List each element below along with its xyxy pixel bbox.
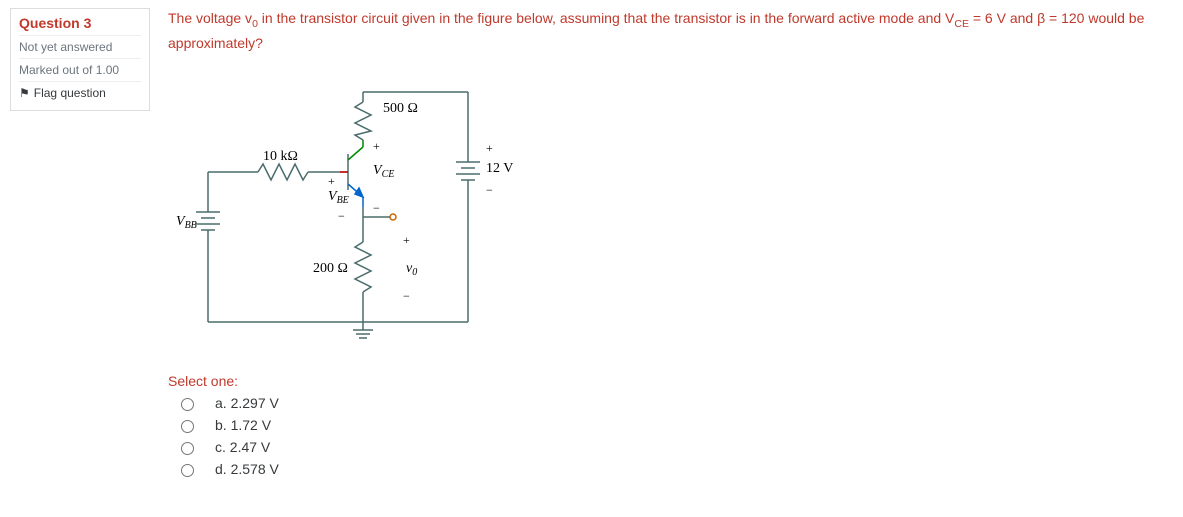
- question-title: Question 3: [19, 15, 141, 31]
- answer-label: d. 2.578 V: [215, 461, 279, 477]
- select-one-label: Select one:: [168, 373, 1173, 389]
- svg-text:+: +: [403, 233, 410, 247]
- answer-label: a. 2.297 V: [215, 395, 279, 411]
- svg-text:+: +: [486, 141, 493, 155]
- answer-radio-d[interactable]: [181, 464, 194, 477]
- answer-label: b. 1.72 V: [215, 417, 271, 433]
- vbb-label: VBB: [176, 214, 197, 231]
- answer-option[interactable]: a. 2.297 V: [176, 395, 1173, 411]
- answer-list: a. 2.297 V b. 1.72 V c. 2.47 V d. 2.578 …: [168, 395, 1173, 477]
- question-info-block: Question 3 Not yet answered Marked out o…: [10, 8, 150, 477]
- answer-option[interactable]: d. 2.578 V: [176, 461, 1173, 477]
- r1-label: 10 kΩ: [263, 149, 298, 164]
- svg-text:−: −: [373, 201, 380, 215]
- svg-text:−: −: [403, 289, 410, 303]
- svg-text:+: +: [328, 174, 335, 188]
- svg-text:+: +: [373, 139, 380, 153]
- vce-label: VCE: [373, 163, 394, 180]
- question-state: Not yet answered: [19, 35, 141, 58]
- vsrc-label: 12 V: [486, 161, 513, 176]
- answer-label: c. 2.47 V: [215, 439, 270, 455]
- answer-radio-a[interactable]: [181, 398, 194, 411]
- vbe-label: VBE: [328, 189, 349, 206]
- answer-option[interactable]: c. 2.47 V: [176, 439, 1173, 455]
- question-mark: Marked out of 1.00: [19, 58, 141, 81]
- answer-radio-c[interactable]: [181, 442, 194, 455]
- answer-option[interactable]: b. 1.72 V: [176, 417, 1173, 433]
- flag-icon: ⚑: [19, 86, 30, 100]
- svg-text:−: −: [486, 183, 493, 197]
- r2-label: 500 Ω: [383, 101, 418, 116]
- vo-label: v0: [406, 261, 417, 278]
- r3-label: 200 Ω: [313, 261, 348, 276]
- question-text: The voltage v0 in the transistor circuit…: [168, 8, 1173, 54]
- answer-radio-b[interactable]: [181, 420, 194, 433]
- circuit-figure: 10 kΩ 500 Ω 200 Ω VBB VCE VBE v0 12 V + …: [168, 62, 1173, 365]
- svg-text:−: −: [338, 209, 345, 223]
- flag-question-link[interactable]: ⚑Flag question: [19, 81, 141, 104]
